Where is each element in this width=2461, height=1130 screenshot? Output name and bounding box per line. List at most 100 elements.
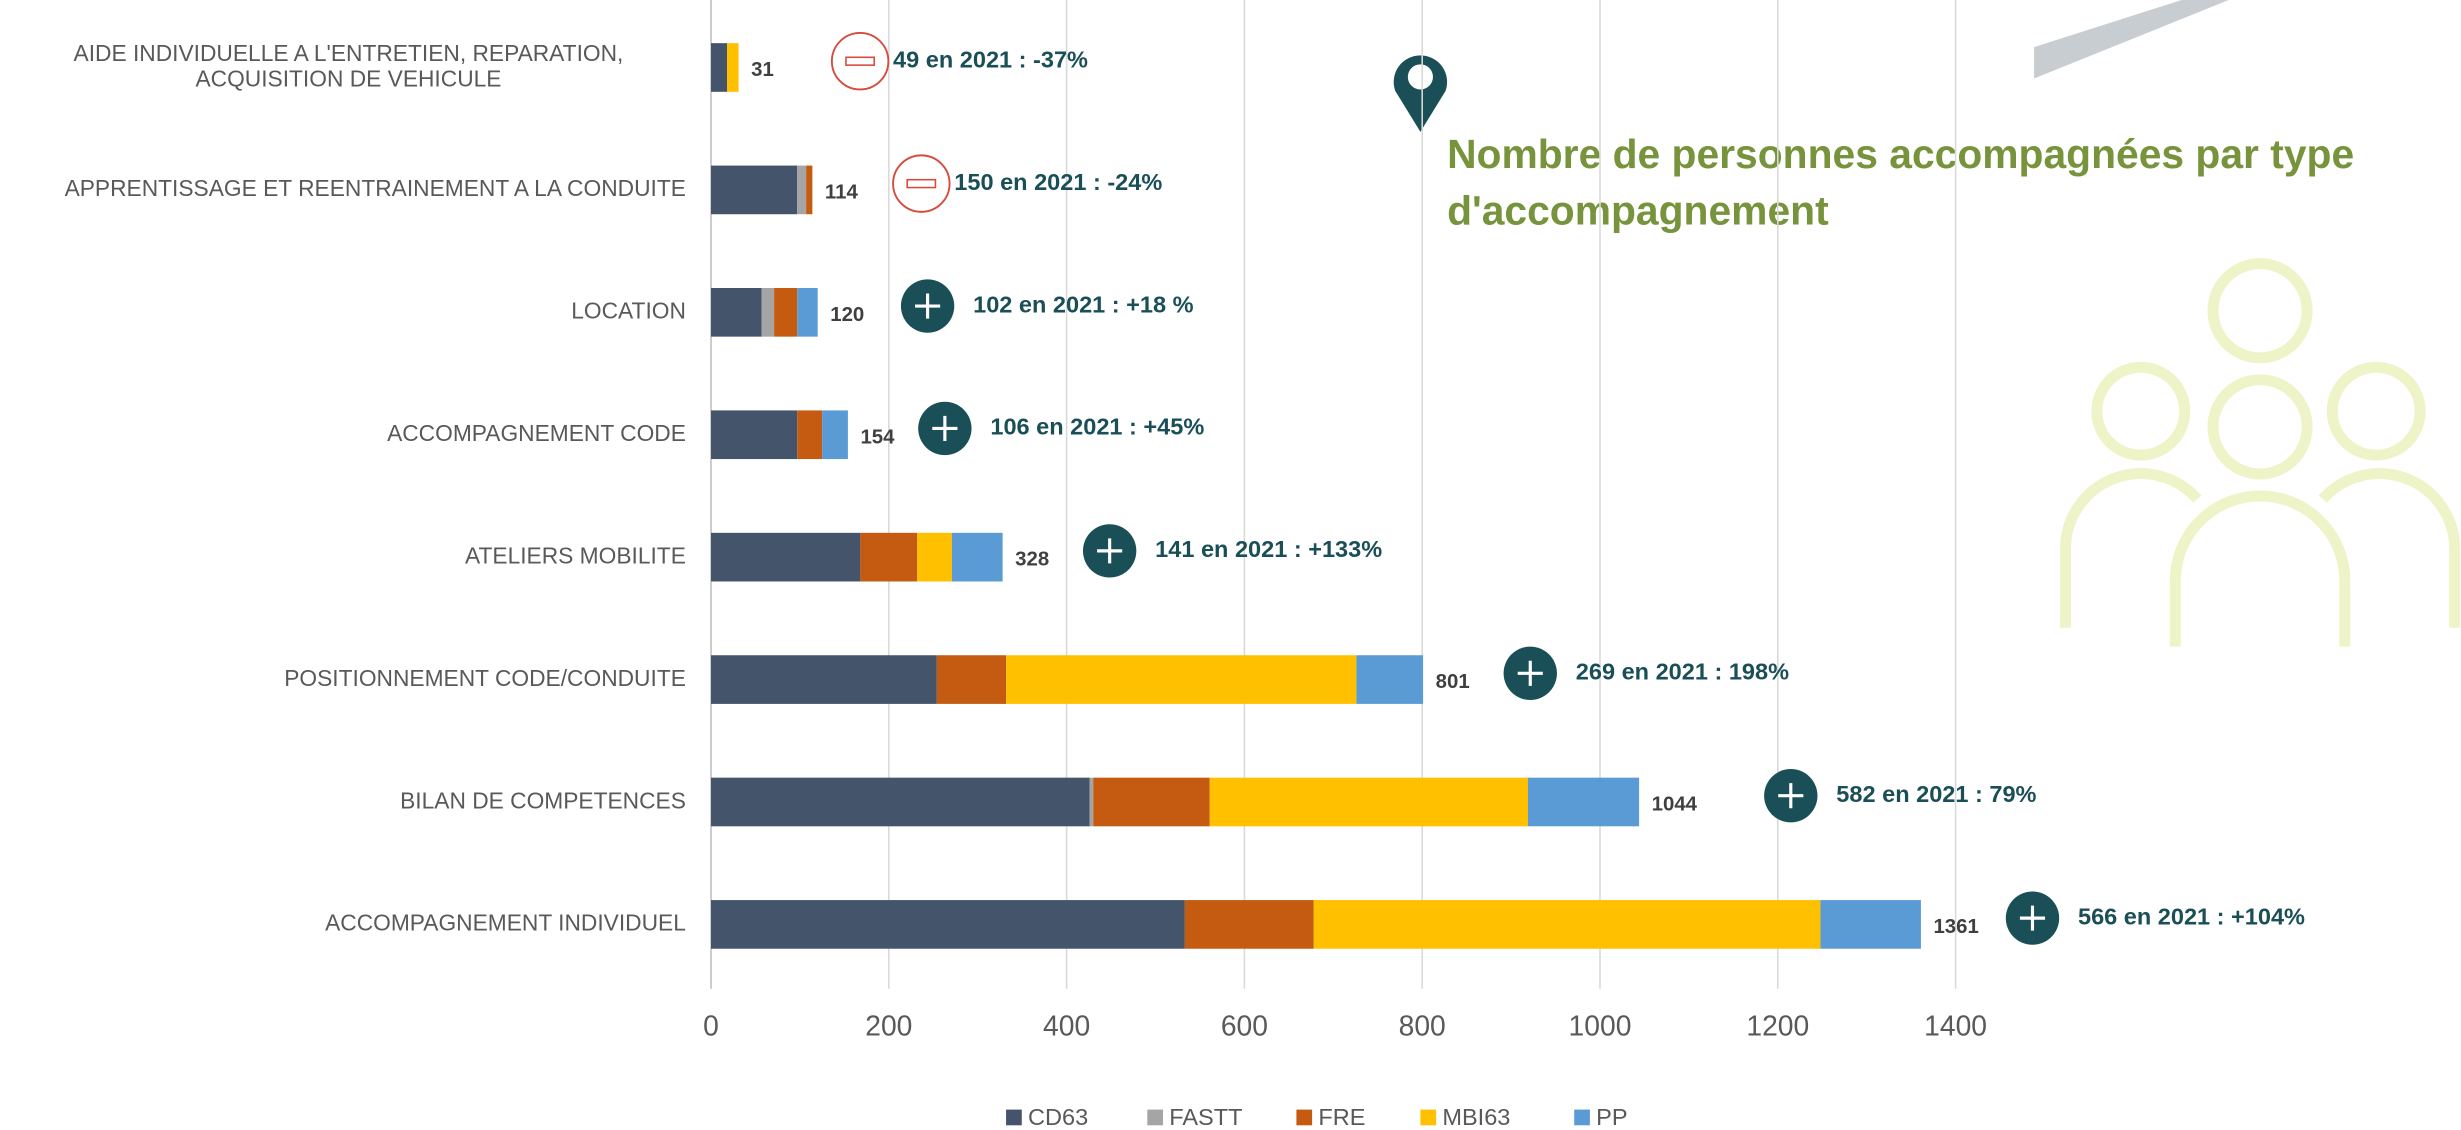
total-label: 31 [751,59,774,81]
y-tick-label: POSITIONNEMENT CODE/CONDUITE [11,632,686,726]
x-tick-label: 200 [865,1009,912,1041]
category-text: POSITIONNEMENT CODE/CONDUITE [284,667,686,693]
category-label-box: POSITIONNEMENT CODE/CONDUITE [11,632,686,726]
annotation: 150 en 2021 : -24% [954,169,1162,195]
y-tick-label: ACCOMPAGNEMENT INDIVIDUEL [11,877,686,971]
category-label-box: ATELIERS MOBILITE [11,510,686,604]
plus-sign [915,293,941,319]
annotation: 106 en 2021 : +45% [990,414,1204,440]
bar-segment [761,287,775,337]
legend-label: FRE [1318,1104,1365,1130]
x-tick-label: 0 [703,1009,719,1041]
chart-title: Nombre de personnes accompagnées par typ… [1447,130,2355,234]
bar-segment [1313,900,1821,949]
y-tick-label: AIDE INDIVIDUELLE A L'ENTRETIEN, REPARAT… [11,20,686,114]
minus-icon [830,32,890,91]
bar-segment [806,165,813,215]
category-text: ACCOMPAGNEMENT INDIVIDUEL [325,911,686,937]
bar-segment [711,777,1090,827]
bar-segment [951,532,1003,582]
annotation: 102 en 2021 : +18 % [973,291,1194,317]
minus-sign [906,178,937,189]
legend-label: FASTT [1169,1104,1242,1130]
x-tick-label: 800 [1399,1009,1446,1041]
category-text: LOCATION [571,299,686,325]
y-tick-label: ACCOMPAGNEMENT CODE [11,388,686,482]
category-text: APPRENTISSAGE ET REENTRAINEMENT A LA CON… [64,177,686,203]
legend-swatch [1574,1109,1590,1126]
bar-segment [1184,900,1314,949]
title-box: Nombre de personnes accompagnées par typ… [1447,130,2355,234]
bar-segment [711,532,861,582]
y-tick-label: BILAN DE COMPETENCES [11,755,686,849]
annotation: 141 en 2021 : +133% [1155,536,1382,562]
category-text: AIDE INDIVIDUELLE A L'ENTRETIEN, REPARAT… [73,42,624,93]
bar-segment [822,410,848,460]
plus-sign [932,415,958,442]
bar-segment [797,165,807,215]
bar-segment [727,43,739,92]
minus-icon [892,154,951,213]
bar-segment [711,410,798,460]
bar-segment [797,410,823,460]
category-text: ACCOMPAGNEMENT CODE [387,422,686,448]
annotation: 582 en 2021 : 79% [1836,781,2036,807]
bar-segment [1093,777,1210,827]
bar-segment [1089,777,1094,827]
total-label: 120 [830,304,864,326]
total-label: 1361 [1933,916,1978,938]
total-label: 114 [825,181,859,203]
bar-segment [774,287,798,337]
legend-swatch [1296,1109,1313,1126]
category-label-box: ACCOMPAGNEMENT CODE [11,388,686,482]
total-label: 328 [1015,549,1049,571]
total-label: 154 [860,426,895,448]
category-label-box: LOCATION [11,265,686,359]
legend-label: MBI63 [1442,1104,1510,1130]
plus-sign [1097,538,1123,564]
bar-segment [711,900,1185,949]
bar-segment [860,532,918,582]
category-text: BILAN DE COMPETENCES [400,789,686,815]
bar-segment [1527,777,1640,827]
category-label-box: BILAN DE COMPETENCES [11,755,686,849]
x-tick-label: 1400 [1924,1009,1987,1041]
x-tick-label: 1000 [1569,1009,1632,1041]
bar-segment [1820,900,1921,949]
category-label-box: AIDE INDIVIDUELLE A L'ENTRETIEN, REPARAT… [11,20,686,114]
x-tick-label: 400 [1043,1009,1090,1041]
bar-segment [1356,655,1424,704]
decoration [1393,0,2461,647]
category-label-box: APPRENTISSAGE ET REENTRAINEMENT A LA CON… [11,143,686,237]
bar-segment [711,43,728,92]
total-label: 801 [1436,671,1470,693]
category-label-box: ACCOMPAGNEMENT INDIVIDUEL [11,877,686,971]
plus-sign [1517,660,1543,686]
y-tick-label: LOCATION [11,265,686,359]
bar-segment [711,287,762,337]
annotation: 49 en 2021 : -37% [893,46,1088,72]
legend-label: CD63 [1028,1104,1088,1130]
x-tick-label: 600 [1221,1009,1268,1041]
plus-sign [2019,905,2046,931]
bar-segment [936,655,1007,704]
category-text: ATELIERS MOBILITE [465,544,686,570]
legend-swatch [1147,1109,1164,1126]
annotation: 566 en 2021 : +104% [2078,903,2305,929]
legend-swatch [1006,1109,1022,1126]
legend-swatch [1420,1109,1437,1126]
total-label: 1044 [1652,794,1698,816]
annotation: 269 en 2021 : 198% [1576,659,1789,685]
legend-label: PP [1596,1104,1627,1130]
bar-segment [1209,777,1528,827]
x-tick-label: 1200 [1746,1009,1809,1041]
bar-segment [711,655,937,704]
y-tick-label: APPRENTISSAGE ET REENTRAINEMENT A LA CON… [11,143,686,237]
bar-segment [797,287,818,337]
y-tick-label: ATELIERS MOBILITE [11,510,686,604]
plus-sign [1778,783,1804,809]
bar-segment [917,532,952,582]
minus-sign [845,56,876,66]
